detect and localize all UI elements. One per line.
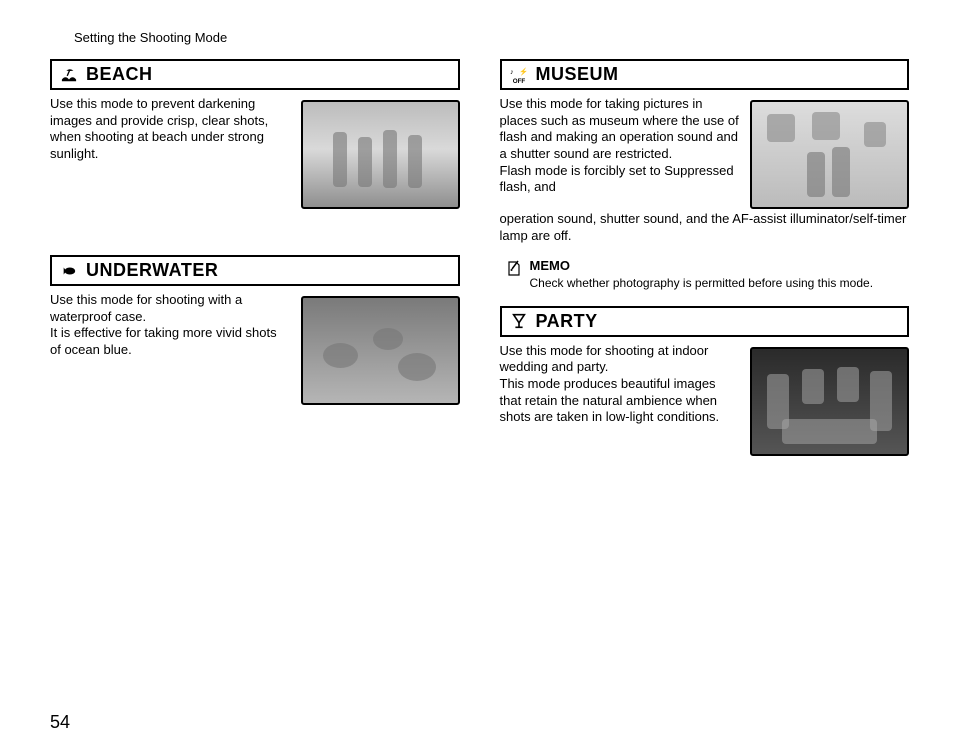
- section-text-underwater: Use this mode for shooting with a waterp…: [50, 292, 291, 359]
- svg-text:OFF: OFF: [512, 78, 525, 84]
- memo-block: MEMO Check whether photography is permit…: [500, 258, 910, 292]
- memo-icon: [506, 259, 522, 282]
- section-head-underwater: UNDERWATER: [50, 255, 460, 286]
- museum-icon: ♪ ⚡ OFF: [510, 67, 528, 83]
- section-title-beach: BEACH: [86, 64, 153, 85]
- page-number: 54: [50, 712, 70, 733]
- manual-page: Setting the Shooting Mode BEACH Use this…: [0, 0, 954, 755]
- section-body-party: Use this mode for shooting at indoor wed…: [500, 343, 910, 456]
- party-icon: [510, 313, 528, 329]
- section-body-beach: Use this mode to prevent darkening image…: [50, 96, 460, 209]
- section-body-museum: Use this mode for taking pictures in pla…: [500, 96, 910, 209]
- svg-text:⚡: ⚡: [519, 67, 528, 76]
- thumbnail-party: [750, 347, 909, 456]
- section-head-beach: BEACH: [50, 59, 460, 90]
- memo-text: Check whether photography is permitted b…: [530, 276, 910, 292]
- thumbnail-beach: [301, 100, 460, 209]
- svg-text:♪: ♪: [510, 67, 514, 76]
- thumbnail-museum: [750, 100, 909, 209]
- section-title-museum: MUSEUM: [536, 64, 619, 85]
- section-text-beach: Use this mode to prevent darkening image…: [50, 96, 291, 163]
- memo-label: MEMO: [530, 258, 910, 273]
- section-continuation-museum: operation sound, shutter sound, and the …: [500, 211, 910, 244]
- beach-icon: [60, 67, 78, 83]
- section-head-museum: ♪ ⚡ OFF MUSEUM: [500, 59, 910, 90]
- page-header-title: Setting the Shooting Mode: [50, 30, 909, 45]
- section-title-underwater: UNDERWATER: [86, 260, 218, 281]
- thumbnail-underwater: [301, 296, 460, 405]
- right-column: ♪ ⚡ OFF MUSEUM Use this mode for taking …: [500, 59, 910, 456]
- section-head-party: PARTY: [500, 306, 910, 337]
- section-title-party: PARTY: [536, 311, 598, 332]
- section-body-underwater: Use this mode for shooting with a waterp…: [50, 292, 460, 405]
- left-column: BEACH Use this mode to prevent darkening…: [50, 59, 460, 456]
- section-text-museum: Use this mode for taking pictures in pla…: [500, 96, 741, 196]
- underwater-icon: [60, 263, 78, 279]
- section-text-party: Use this mode for shooting at indoor wed…: [500, 343, 741, 426]
- content-columns: BEACH Use this mode to prevent darkening…: [50, 59, 909, 456]
